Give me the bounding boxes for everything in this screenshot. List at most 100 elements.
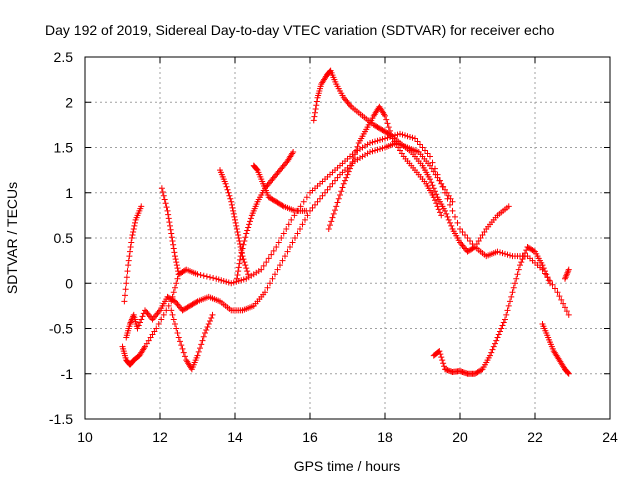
data-point [493,337,500,344]
data-point [440,183,447,190]
data-point [195,348,202,355]
data-point [203,273,210,280]
data-point [289,239,296,246]
data-point [540,265,547,272]
data-point [443,210,450,217]
data-point [205,320,212,327]
data-point [312,106,319,113]
data-point [427,153,433,160]
data-point [237,256,243,263]
data-point [352,151,358,158]
data-point [122,286,129,293]
data-point [292,235,298,241]
data-point [128,235,135,241]
data-point [130,225,137,232]
data-point [167,226,174,233]
data-point [562,304,568,311]
data-point [441,363,448,370]
series-track-e [168,307,216,373]
data-point [234,271,241,278]
data-point [547,280,553,287]
data-point [233,222,240,229]
data-point [324,186,331,193]
data-point [159,188,166,195]
data-point [303,207,310,214]
series-track-i [310,67,512,255]
data-point [244,268,251,275]
data-point [343,174,350,181]
data-point [447,219,453,226]
data-point [489,346,496,353]
data-point [178,342,185,349]
data-point [175,268,182,275]
data-point [503,311,510,318]
data-point [170,289,177,296]
data-point [165,215,172,222]
data-point [277,262,283,269]
data-point [235,264,242,271]
data-point [303,194,310,201]
data-point [432,188,438,195]
data-point [124,268,131,275]
data-point [312,201,318,208]
data-point [174,275,181,282]
data-point [275,239,282,246]
data-point [437,351,444,358]
data-point [502,316,508,323]
data-point [449,198,456,205]
data-point [222,180,229,187]
data-point [247,218,253,225]
data-point [143,340,150,347]
data-point [395,144,402,151]
data-point [565,266,572,273]
data-point [494,334,501,341]
data-point [233,225,240,232]
data-point [563,308,570,315]
data-point [209,311,216,318]
x-tick-label: 24 [602,429,618,445]
data-point [427,162,433,169]
data-point [470,244,477,251]
data-point [459,228,466,235]
data-point [207,274,213,281]
series-track-k [430,244,553,377]
data-point [327,183,333,190]
data-point [126,253,133,260]
y-tick-label: 0.5 [54,230,74,246]
y-tick-label: 0 [65,275,73,291]
data-point [208,314,215,321]
data-point [285,221,292,228]
data-point [412,135,418,142]
data-point [530,247,537,254]
data-point [554,289,561,296]
data-point [131,222,138,229]
data-point [439,357,446,364]
data-point [436,348,443,355]
data-point [319,192,326,199]
data-point [429,159,436,166]
data-point [166,219,173,226]
x-axis-label: GPS time / hours [294,458,401,474]
data-point [199,337,206,344]
data-point [427,176,433,183]
data-point [509,289,516,296]
data-point [337,192,343,199]
data-point [473,241,480,248]
x-tick-label: 12 [152,429,168,445]
data-point [282,253,288,260]
data-point [173,259,180,266]
data-point [475,238,482,245]
data-point [172,256,179,263]
data-point [428,165,435,172]
data-point [495,331,502,338]
x-tick-label: 16 [302,429,318,445]
data-point [287,244,293,251]
data-point [170,316,177,323]
data-point [138,316,145,323]
data-point [155,320,162,327]
data-point [245,271,252,278]
data-point [487,352,493,359]
data-point [353,147,360,154]
data-point [163,204,170,211]
data-point [417,141,423,148]
